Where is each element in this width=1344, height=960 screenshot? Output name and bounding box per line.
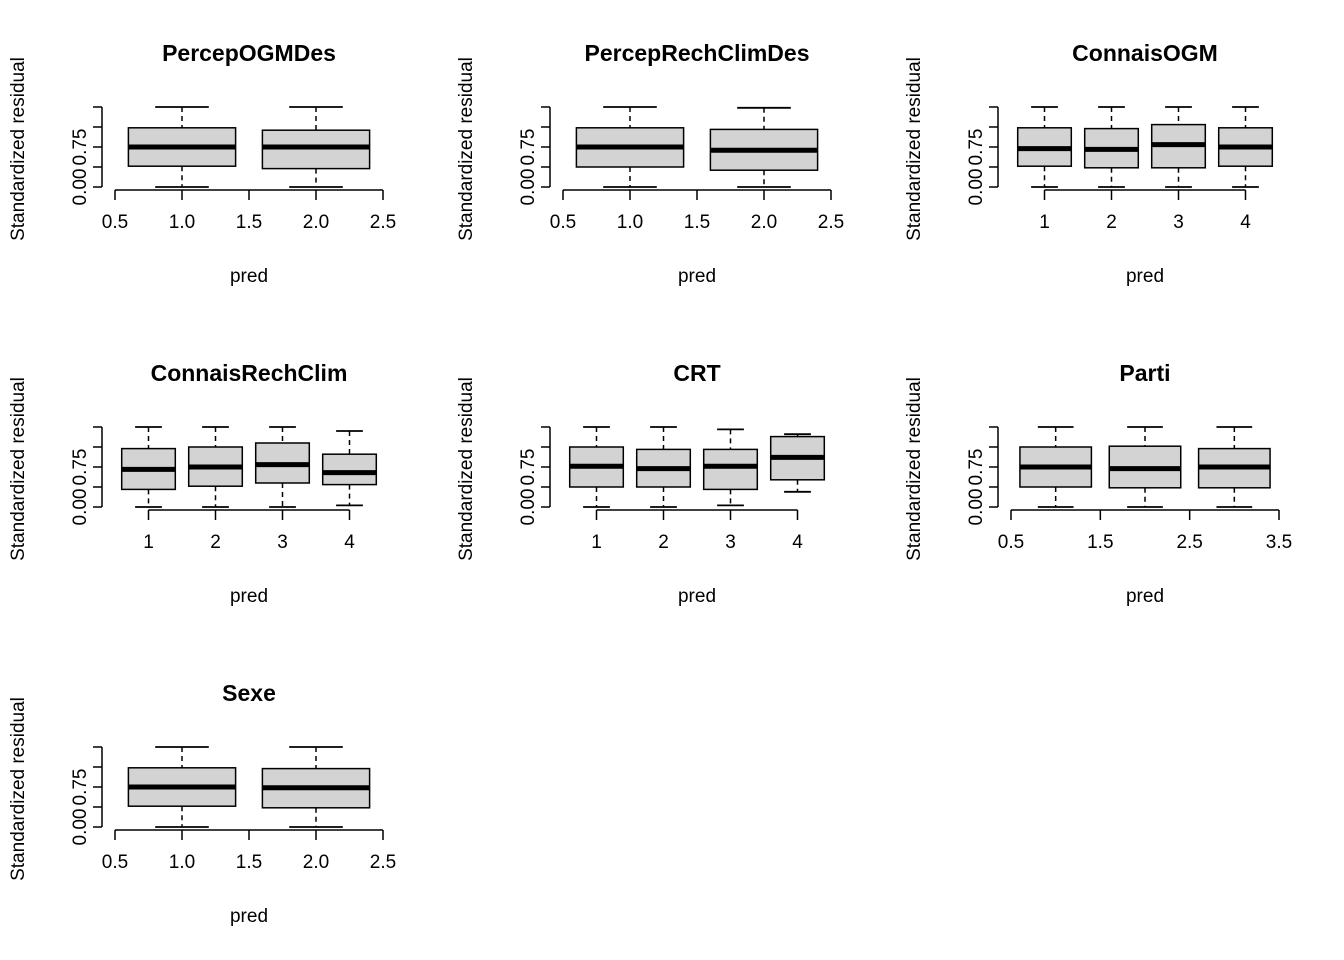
x-tick-label: 1.5 (236, 212, 262, 233)
box-1 (127, 746, 237, 828)
panel-title: Parti (1119, 360, 1170, 386)
x-axis-label: pred (1126, 586, 1164, 607)
x-tick-label: 3 (1173, 212, 1184, 233)
box-1 (568, 426, 625, 508)
y-tick-label: 0.00 (70, 489, 91, 526)
x-axis-label: pred (1126, 266, 1164, 287)
box-2 (187, 426, 244, 508)
panel-title: Sexe (222, 680, 276, 706)
box-2 (635, 426, 692, 508)
box-3 (254, 426, 311, 508)
x-tick-label: 2 (658, 532, 669, 553)
x-tick-label: 0.5 (550, 212, 576, 233)
x-tick-label: 2 (1106, 212, 1117, 233)
x-tick-label: 1 (143, 532, 154, 553)
x-tick-label: 4 (344, 532, 355, 553)
panel-title: PercepRechClimDes (585, 40, 810, 66)
y-tick-label: 0.00 (966, 489, 987, 526)
y-tick-label: 0.75 (70, 769, 91, 806)
box-1 (1019, 426, 1093, 508)
box-3 (1150, 106, 1207, 188)
box-2 (261, 746, 371, 828)
x-axis-label: pred (230, 906, 268, 927)
x-tick-label: 2.0 (303, 212, 329, 233)
box-3 (1197, 426, 1271, 508)
panel-title: PercepOGMDes (162, 40, 336, 66)
y-tick-label: 0.00 (70, 169, 91, 206)
box-1 (120, 426, 177, 508)
y-tick-label: 0.00 (518, 489, 539, 526)
box-2 (261, 106, 371, 188)
y-tick-label: 0.75 (966, 449, 987, 486)
y-axis-label: Standardized residual (456, 377, 477, 561)
y-axis-label: Standardized residual (8, 57, 29, 241)
x-tick-label: 1.0 (169, 212, 195, 233)
x-tick-label: 1.0 (169, 852, 195, 873)
panel-PercepOGMDes: PercepOGMDes 0.00 0.75 Standardized residua… (8, 40, 396, 287)
y-tick-label: 0.75 (518, 129, 539, 166)
x-tick-label: 1.5 (236, 852, 262, 873)
box-iqr (702, 448, 759, 491)
x-tick-label: 1 (591, 532, 602, 553)
x-tick-label: 2.0 (303, 852, 329, 873)
y-axis-label: Standardized residual (904, 57, 925, 241)
y-tick-label: 0.00 (518, 169, 539, 206)
x-tick-label: 3 (725, 532, 736, 553)
x-tick-label: 0.5 (102, 852, 128, 873)
x-axis-label: pred (230, 266, 268, 287)
x-tick-label: 2.5 (370, 212, 396, 233)
y-axis-label: Standardized residual (904, 377, 925, 561)
panel-title: CRT (673, 360, 720, 386)
x-tick-label: 2.5 (1176, 532, 1202, 553)
y-tick-label: 0.00 (966, 169, 987, 206)
x-tick-label: 3 (277, 532, 288, 553)
x-tick-label: 2.5 (370, 852, 396, 873)
box-4 (769, 433, 826, 493)
y-tick-label: 0.75 (70, 129, 91, 166)
x-axis-label: pred (678, 266, 716, 287)
x-tick-label: 2.0 (751, 212, 777, 233)
box-4 (1217, 106, 1274, 188)
x-tick-label: 2 (210, 532, 221, 553)
panel-Sexe: Sexe 0.00 0.75 Standardized residual 0.5 1.0 1… (8, 680, 396, 927)
panel-Parti: Parti 0.00 0.75 Standardized residual 0.5 1.5… (904, 360, 1292, 607)
y-tick-label: 0.00 (70, 809, 91, 846)
x-tick-label: 1.0 (617, 212, 643, 233)
x-tick-label: 1 (1039, 212, 1050, 233)
y-tick-label: 0.75 (518, 449, 539, 486)
box-3 (702, 428, 759, 507)
y-tick-label: 0.75 (70, 449, 91, 486)
box-2 (1108, 426, 1182, 508)
x-tick-label: 4 (1240, 212, 1251, 233)
box-1 (127, 106, 237, 188)
box-2 (709, 106, 819, 188)
x-tick-label: 1.5 (684, 212, 710, 233)
x-axis-label: pred (230, 586, 268, 607)
x-tick-label: 0.5 (998, 532, 1024, 553)
y-axis-label: Standardized residual (8, 377, 29, 561)
box-1 (575, 106, 685, 188)
y-axis-label: Standardized residual (8, 697, 29, 881)
box-4 (321, 430, 378, 507)
x-tick-label: 0.5 (102, 212, 128, 233)
panel-ConnaisRechClim: ConnaisRechClim 0.00 0.75 Standardized resi… (8, 360, 378, 607)
panel-ConnaisOGM: ConnaisOGM 0.00 0.75 Standardized residual 1… (904, 40, 1274, 287)
x-tick-label: 1.5 (1087, 532, 1113, 553)
x-tick-label: 2.5 (818, 212, 844, 233)
box-1 (1016, 106, 1073, 188)
box-iqr (321, 453, 378, 486)
panel-PercepRechClimDes: PercepRechClimDes 0.00 0.75 Standardized re… (456, 40, 844, 287)
panel-title: ConnaisOGM (1072, 40, 1218, 66)
y-axis-label: Standardized residual (456, 57, 477, 241)
x-tick-label: 4 (792, 532, 803, 553)
box-2 (1083, 106, 1140, 188)
x-tick-label: 3.5 (1266, 532, 1292, 553)
panel-CRT: CRT 0.00 0.75 Standardized residual 1 2 3 4 pred (456, 360, 826, 607)
panel-title: ConnaisRechClim (151, 360, 348, 386)
y-tick-label: 0.75 (966, 129, 987, 166)
x-axis-label: pred (678, 586, 716, 607)
